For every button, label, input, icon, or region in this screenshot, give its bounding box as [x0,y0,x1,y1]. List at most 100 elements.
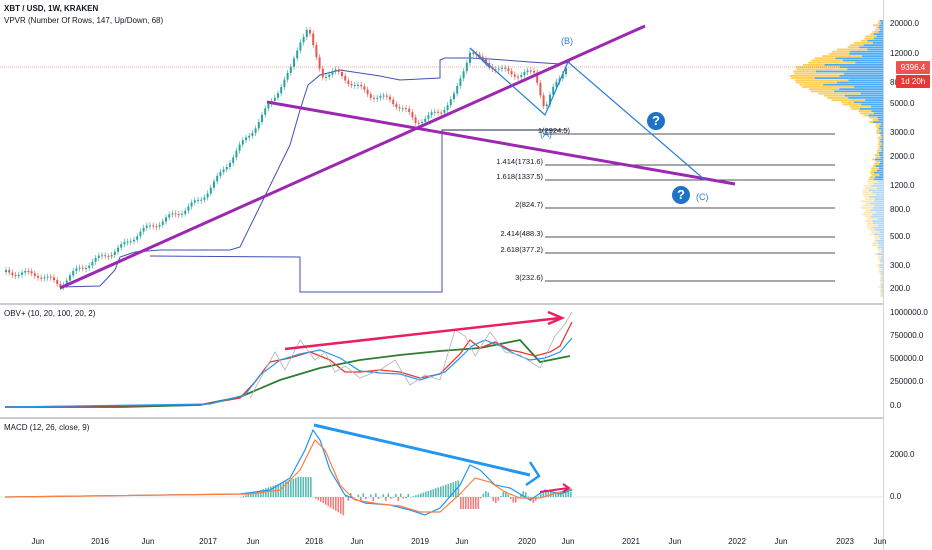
vp-bar-down [880,288,882,290]
macd-legend[interactable]: MACD (12, 26, close, 9) [4,423,89,433]
vp-bar-down [870,33,874,35]
obv-tick: 500000.0 [890,354,923,363]
candle-body [31,271,33,273]
candle-body [24,271,26,273]
vp-bar-up [855,62,884,64]
macd-histogram-bar [310,477,312,497]
time-tick: Jun [32,537,45,546]
wave-label-b: (B) [561,36,573,46]
price-tick: 2000.0 [890,152,914,161]
candle-body [139,232,141,237]
macd-histogram-bar [570,492,572,497]
rising-trendline[interactable] [60,26,645,288]
macd-histogram-bar [293,479,295,497]
macd-histogram-bar [318,497,320,500]
fib-levels[interactable] [442,130,835,281]
candle-body [104,255,106,256]
candle-body [280,87,282,93]
vp-bar-down [872,159,875,161]
macd-legend-label: MACD (12, 26, close, 9) [4,423,89,433]
candle-body [53,277,55,280]
vp-bar-down [876,126,880,128]
candle-body [498,69,500,70]
macd-histogram-bar [328,497,330,506]
macd-histogram-bar [430,490,432,497]
candle-body [456,86,458,94]
vp-bar-down [865,216,870,218]
wave-label-a: (A) [540,129,552,139]
candle-body [95,258,97,262]
candle-body [136,236,138,239]
candle-body [357,85,359,86]
time-tick: Jun [351,537,364,546]
candle-body [181,214,183,215]
vpvr-legend[interactable]: VPVR (Number Of Rows, 147, Up/Down, 68) [4,16,163,26]
vp-bar-down [874,240,877,242]
candle-body [267,104,269,108]
vp-bar-down [880,284,881,286]
vp-bar-down [876,161,881,163]
vp-bar-down [818,93,861,95]
vp-bar-down [862,214,872,216]
macd-chart [0,425,884,515]
vp-bar-up [847,68,884,70]
macd-histogram-bar [338,497,340,512]
price-tick: 800.0 [890,205,910,214]
macd-histogram-bar [370,494,372,497]
macd-histogram-bar [500,496,502,497]
candle-body [431,112,433,115]
vp-bar-down [871,174,879,176]
main-legend[interactable]: XBT / USD, 1W, KRAKEN VPVR (Number Of Ro… [4,4,163,26]
symbol-title[interactable]: XBT / USD, 1W, KRAKEN [4,4,163,14]
macd-histogram-bar [470,497,472,509]
vp-bar-down [869,183,874,185]
vp-bar-up [835,57,884,59]
vp-bar-down [874,253,876,255]
macd-histogram-bar [383,494,385,497]
candle-body [527,70,529,72]
vp-bar-up [854,101,884,103]
obv-tick: 0.0 [890,401,901,410]
candle-body [411,112,413,117]
vp-bar-up [850,51,884,53]
candle-body [373,98,375,99]
candle-body [443,110,445,113]
vp-bar-down [880,277,881,279]
macd-histogram-bar [343,497,345,515]
vp-bar-up [869,189,884,191]
vp-bar-up [867,40,884,42]
vp-bar-down [877,152,879,154]
vp-bar-down [876,130,881,132]
vp-bar-up [848,79,884,81]
vp-bar-down [869,117,877,119]
vp-bar-down [809,88,839,90]
vp-bar-down [875,29,880,31]
time-tick: 2021 [622,537,640,546]
candle-body [408,109,410,112]
vp-bar-down [872,242,878,244]
obv-legend[interactable]: OBV+ (10, 20, 100, 20, 2) [4,309,95,319]
candle-body [437,112,439,113]
candle-body [120,244,122,248]
candle-body [338,70,340,72]
candle-body [511,71,513,74]
candle-body [258,122,260,128]
macd-histogram-bar [440,487,442,498]
candle-body [322,69,324,78]
candle-body [303,37,305,42]
obv-divergence-arrow [285,318,560,349]
vp-bar-down [793,71,816,73]
obv-tick: 750000.0 [890,331,923,340]
vp-bar-down [843,104,861,106]
macd-histogram-bar [423,493,425,497]
time-tick: Jun [874,537,887,546]
macd-histogram-bar [485,491,487,497]
question-mark-icon[interactable]: ? [672,186,690,204]
macd-histogram-bar [410,497,412,498]
candle-body [386,95,388,96]
vp-bar-down [850,106,871,108]
candle-body [363,86,365,89]
question-mark-icon[interactable]: ? [647,112,665,130]
macd-histogram-bar [480,497,482,498]
